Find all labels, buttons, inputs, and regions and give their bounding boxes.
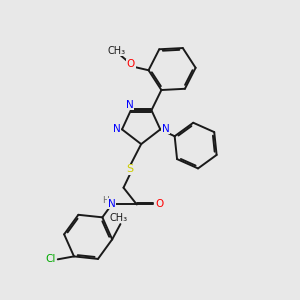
Text: S: S xyxy=(127,164,134,174)
Text: O: O xyxy=(155,199,164,209)
Text: N: N xyxy=(162,124,170,134)
Text: CH₃: CH₃ xyxy=(107,46,125,56)
Text: N: N xyxy=(125,100,133,110)
Text: CH₃: CH₃ xyxy=(110,213,128,223)
Text: N: N xyxy=(108,199,115,209)
Text: N: N xyxy=(113,124,121,134)
Text: O: O xyxy=(127,59,135,69)
Text: H: H xyxy=(102,196,109,206)
Text: Cl: Cl xyxy=(45,254,56,264)
